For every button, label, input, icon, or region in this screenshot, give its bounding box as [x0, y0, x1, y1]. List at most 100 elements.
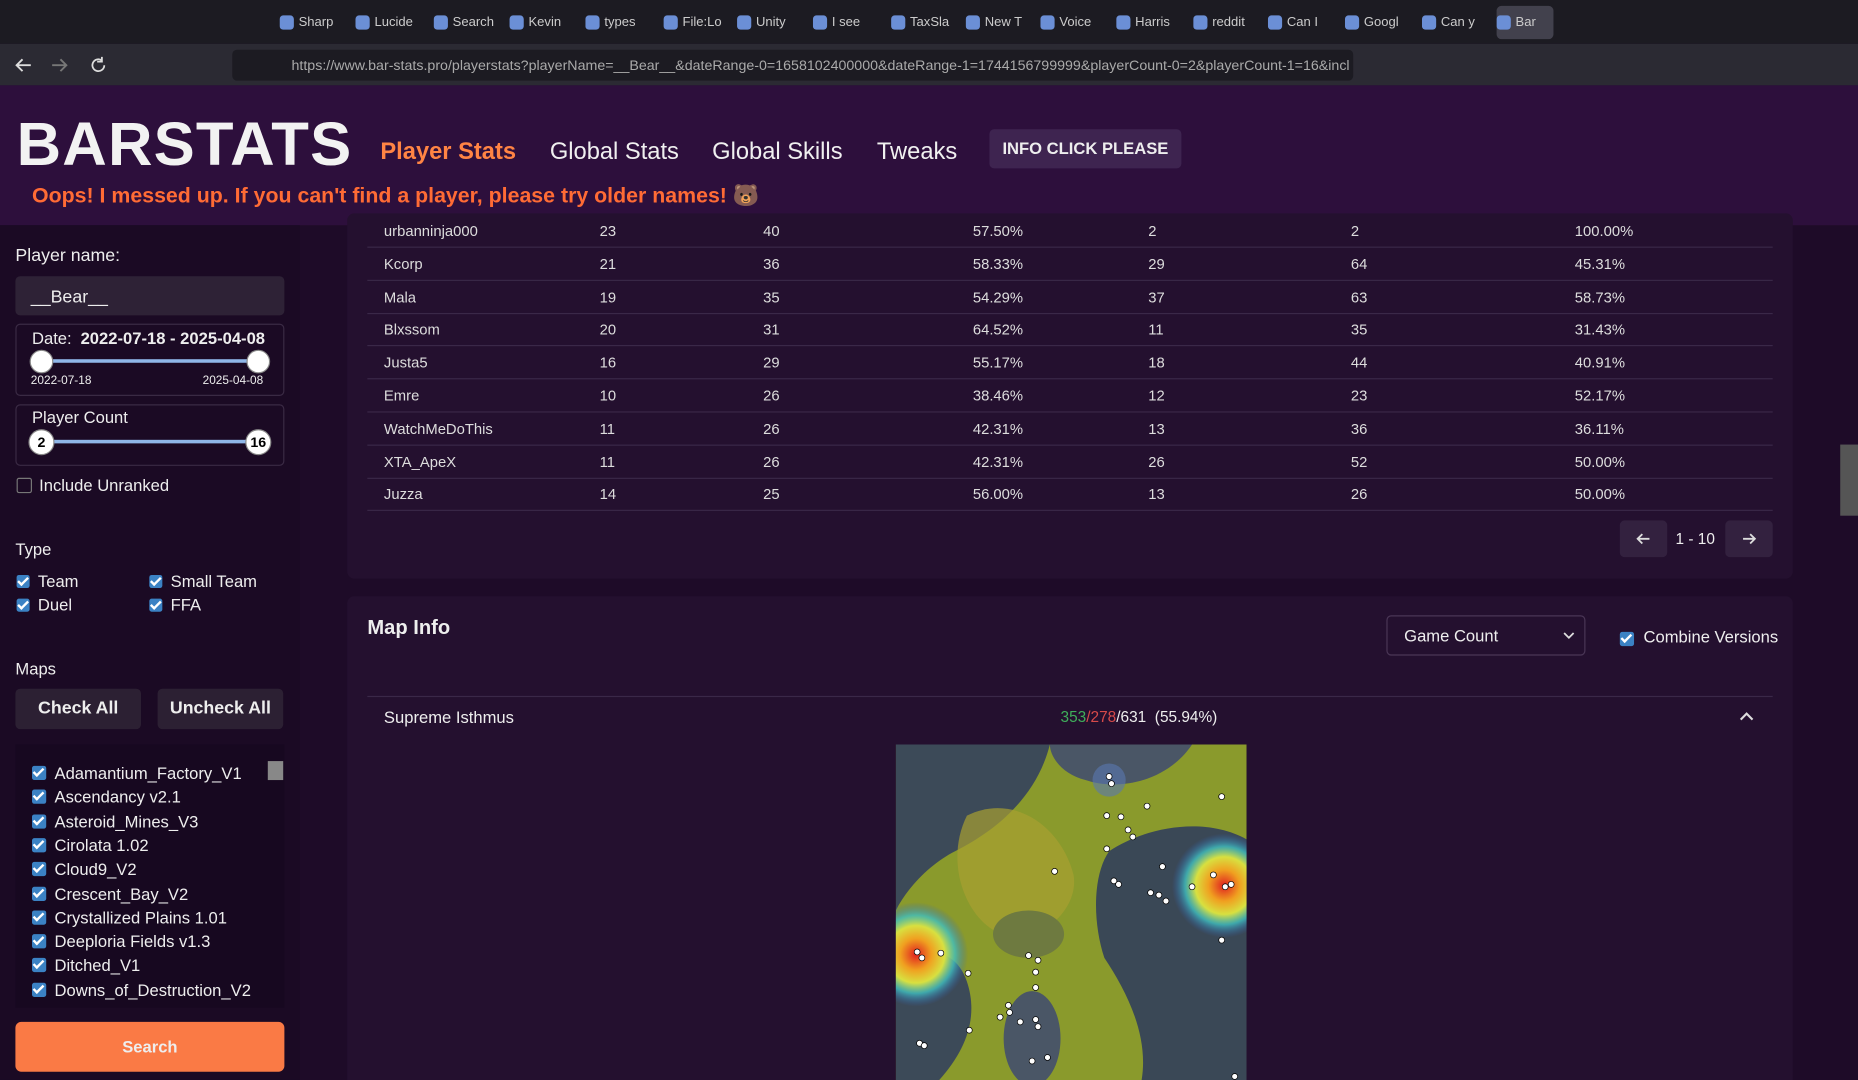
- slider-track: [40, 359, 258, 363]
- checkbox[interactable]: [32, 982, 46, 996]
- browser-tab[interactable]: Can y: [1422, 9, 1488, 35]
- checkbox[interactable]: [32, 862, 46, 876]
- type-option[interactable]: Team: [17, 571, 79, 590]
- row-divider: [367, 444, 1772, 445]
- map-item[interactable]: Ditched_V1: [32, 956, 140, 975]
- nav-buttons[interactable]: [12, 55, 119, 76]
- table-cell: Juzza: [384, 487, 423, 504]
- browser-tab[interactable]: Can I: [1268, 9, 1334, 35]
- browser-tab[interactable]: types: [585, 9, 651, 35]
- losses: /278: [1086, 708, 1116, 726]
- tab-title: TaxSla: [910, 15, 949, 29]
- checkbox[interactable]: [17, 478, 32, 493]
- table-cell: 25: [763, 487, 779, 504]
- table-cell: 57.50%: [973, 223, 1023, 240]
- map-item[interactable]: Asteroid_Mines_V3: [32, 812, 198, 831]
- table-cell: 42.31%: [973, 421, 1023, 438]
- map-item[interactable]: Adamantium_Factory_V1: [32, 763, 242, 782]
- map-item[interactable]: Downs_of_Destruction_V2: [32, 980, 251, 999]
- collapse-toggle[interactable]: [1738, 711, 1755, 723]
- tab-icon: [813, 15, 827, 29]
- table-cell: 45.31%: [1575, 256, 1625, 273]
- browser-tab[interactable]: File:Lo: [664, 9, 730, 35]
- map-item[interactable]: Crystallized Plains 1.01: [32, 908, 227, 927]
- browser-tab[interactable]: Unity: [737, 9, 803, 35]
- map-item[interactable]: Cloud9_V2: [32, 860, 137, 879]
- checkbox[interactable]: [32, 934, 46, 948]
- checkbox[interactable]: [17, 575, 30, 588]
- tab-icon: [966, 15, 980, 29]
- browser-tab[interactable]: Search: [434, 9, 500, 35]
- browser-tab[interactable]: Kevin: [510, 9, 576, 35]
- table-cell: 64: [1351, 256, 1367, 273]
- table-cell: 14: [600, 487, 616, 504]
- type-option[interactable]: FFA: [149, 595, 201, 614]
- search-button[interactable]: Search: [15, 1022, 284, 1072]
- checkbox[interactable]: [1620, 632, 1634, 646]
- browser-tab[interactable]: reddit: [1193, 9, 1259, 35]
- table-cell: 40: [763, 223, 779, 240]
- nav-link[interactable]: Global Stats: [550, 139, 679, 166]
- nav-link[interactable]: Global Skills: [712, 139, 842, 166]
- table-cell: 11: [1148, 322, 1163, 339]
- option-label: FFA: [171, 595, 201, 614]
- browser-tab[interactable]: Googl: [1345, 9, 1411, 35]
- nav-link[interactable]: Player Stats: [380, 139, 516, 166]
- uncheck-all-button[interactable]: Uncheck All: [158, 689, 284, 729]
- page-scrollbar[interactable]: [1840, 445, 1858, 516]
- browser-tab[interactable]: Sharp: [280, 9, 346, 35]
- browser-tab[interactable]: I see: [813, 9, 879, 35]
- slider-knob[interactable]: 2: [28, 429, 54, 455]
- checkbox[interactable]: [32, 886, 46, 900]
- type-option[interactable]: Small Team: [149, 571, 257, 590]
- tab-title: I see: [832, 15, 860, 29]
- map-item[interactable]: Ascendancy v2.1: [32, 788, 181, 807]
- checkbox[interactable]: [149, 599, 162, 612]
- row-divider: [367, 280, 1772, 281]
- table-cell: 36.11%: [1575, 421, 1624, 438]
- browser-tab[interactable]: TaxSla: [891, 9, 957, 35]
- checkbox[interactable]: [32, 958, 46, 972]
- map-item[interactable]: Cirolata 1.02: [32, 836, 149, 855]
- browser-tab[interactable]: New T: [966, 9, 1032, 35]
- tab-title: File:Lo: [683, 15, 722, 29]
- check-all-button[interactable]: Check All: [15, 689, 141, 729]
- slider-max: 2025-04-08: [203, 375, 264, 388]
- checkbox[interactable]: [32, 790, 46, 804]
- table-cell: urbanninja000: [384, 223, 478, 240]
- browser-tab[interactable]: Lucide: [355, 9, 421, 35]
- browser-tab[interactable]: Voice: [1040, 9, 1106, 35]
- prev-page[interactable]: [1620, 520, 1667, 557]
- slider-knob[interactable]: [30, 350, 54, 374]
- next-page[interactable]: [1725, 520, 1772, 557]
- slider-min: 2022-07-18: [31, 375, 92, 388]
- browser-tab[interactable]: Bar: [1497, 6, 1554, 39]
- map-item[interactable]: Deeploria Fields v1.3: [32, 932, 210, 951]
- table-cell: 2: [1148, 223, 1156, 240]
- map-item[interactable]: Crescent_Bay_V2: [32, 884, 188, 903]
- tab-icon: [1422, 15, 1436, 29]
- scrollbar-thumb[interactable]: [268, 761, 283, 780]
- info-button[interactable]: INFO CLICK PLEASE: [989, 129, 1181, 168]
- option-label: Small Team: [171, 571, 257, 590]
- checkbox[interactable]: [32, 838, 46, 852]
- checkbox[interactable]: [17, 599, 30, 612]
- checkbox[interactable]: [32, 910, 46, 924]
- slider-knob[interactable]: [246, 350, 270, 374]
- checkbox[interactable]: [32, 766, 46, 780]
- nav-link[interactable]: Tweaks: [877, 139, 957, 166]
- tab-icon: [280, 15, 294, 29]
- tab-title: Can y: [1441, 15, 1475, 29]
- checkbox[interactable]: [32, 814, 46, 828]
- checkbox[interactable]: [149, 575, 162, 588]
- logo[interactable]: BARSTATS: [17, 109, 353, 180]
- table-cell: 23: [600, 223, 616, 240]
- type-option[interactable]: Duel: [17, 595, 72, 614]
- slider-knob[interactable]: 16: [245, 429, 271, 455]
- notice: Oops! I messed up. If you can't find a p…: [32, 184, 759, 209]
- url-field[interactable]: https://www.bar-stats.pro/playerstats?pl…: [232, 50, 1353, 81]
- table-cell: 42.31%: [973, 454, 1023, 471]
- section-label: Type: [15, 539, 51, 558]
- map-label: Crystallized Plains 1.01: [55, 908, 227, 927]
- browser-tab[interactable]: Harris: [1116, 9, 1182, 35]
